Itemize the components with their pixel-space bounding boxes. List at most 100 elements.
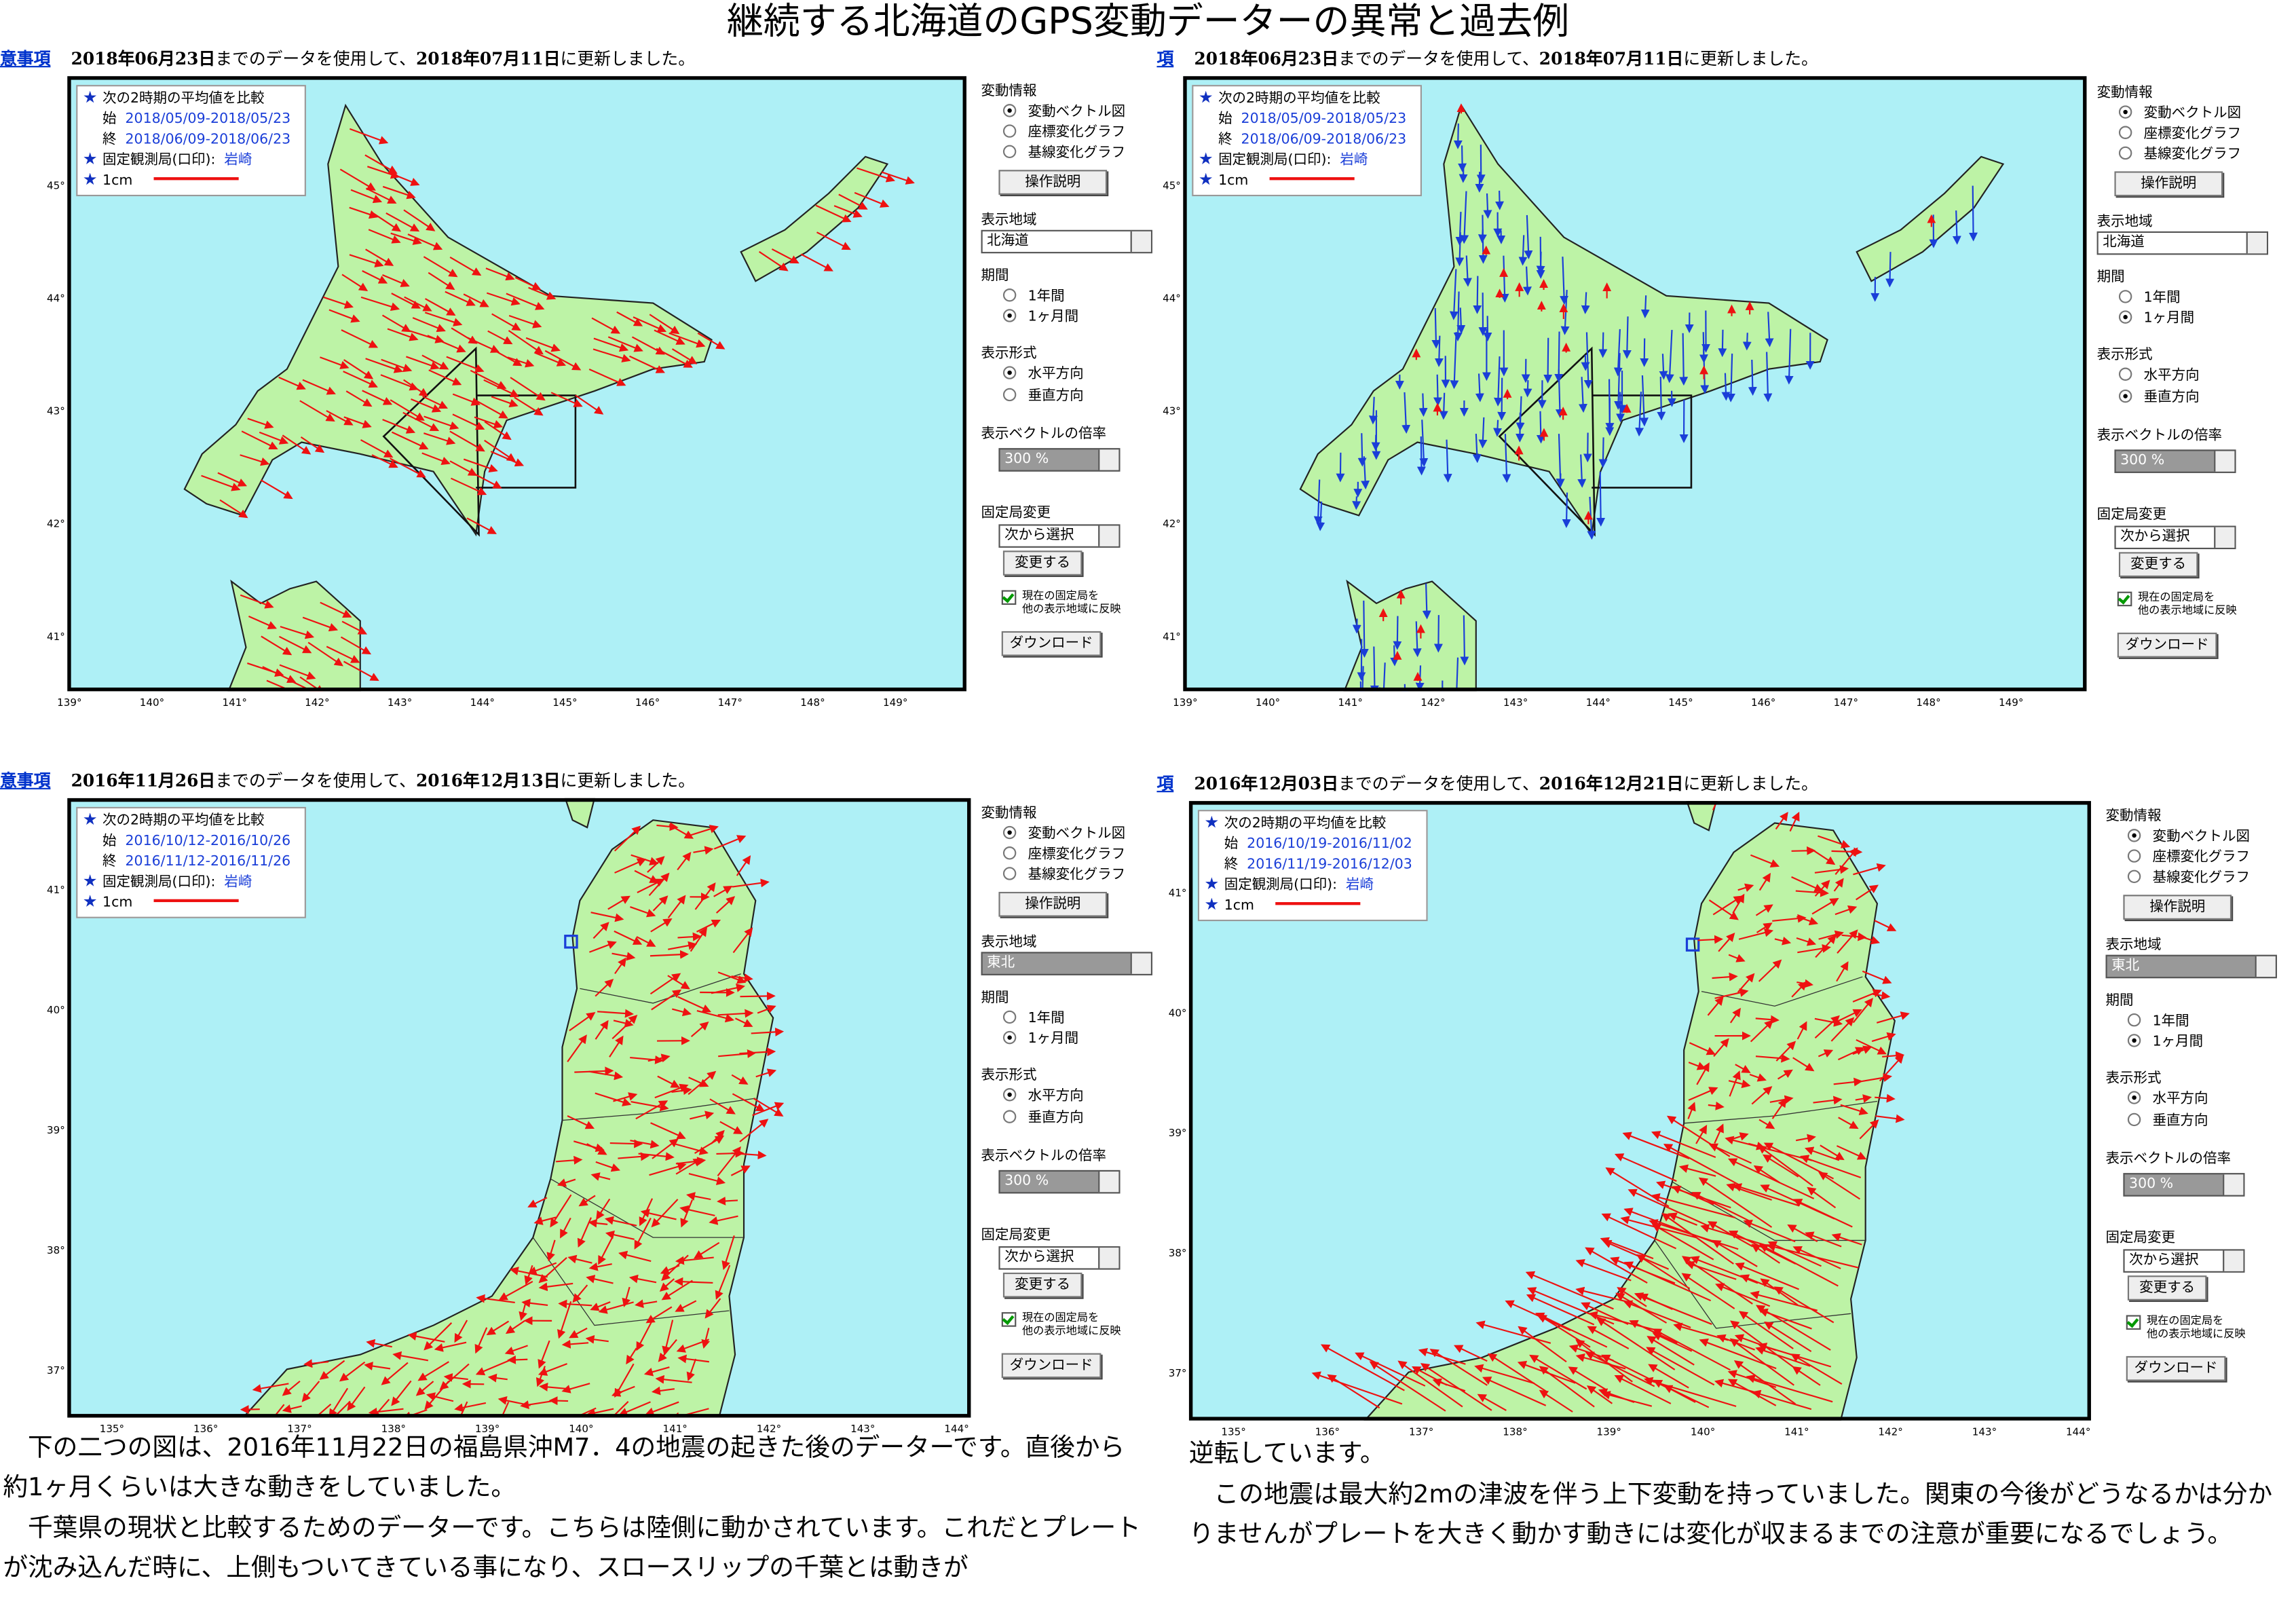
notice-link[interactable]: 意事項 bbox=[0, 770, 51, 791]
gps-vector bbox=[650, 1122, 686, 1140]
radio-option[interactable]: 垂直方向 bbox=[1002, 388, 1084, 406]
gps-vector bbox=[1614, 1153, 1677, 1182]
gps-vector bbox=[1758, 872, 1771, 891]
gps-vector bbox=[1422, 583, 1431, 620]
radio-option[interactable]: 垂直方向 bbox=[1002, 1110, 1084, 1127]
gps-vector bbox=[403, 379, 429, 397]
radio-option[interactable]: 座標変化グラフ bbox=[1002, 124, 1125, 142]
gps-vector bbox=[575, 394, 604, 415]
button[interactable]: 操作説明 bbox=[2123, 895, 2232, 920]
gps-vector bbox=[1419, 419, 1429, 468]
scale-bar bbox=[153, 899, 238, 903]
radio-option[interactable]: 変動ベクトル図 bbox=[1002, 825, 1125, 844]
gps-vector bbox=[598, 1237, 613, 1265]
gps-vector bbox=[675, 1256, 714, 1265]
star-icon bbox=[1205, 877, 1218, 890]
notice-link[interactable]: 項 bbox=[1156, 773, 1174, 794]
gps-vector bbox=[618, 1250, 652, 1263]
select-box[interactable]: 次から選択 bbox=[2114, 525, 2236, 550]
gps-vector bbox=[219, 499, 248, 519]
gps-vector bbox=[417, 1361, 449, 1381]
button[interactable]: 操作説明 bbox=[998, 891, 1108, 917]
button[interactable]: 変更する bbox=[2127, 1275, 2207, 1301]
lon-label: 144° bbox=[944, 1423, 969, 1436]
notice-link[interactable]: 意事項 bbox=[0, 48, 51, 69]
button[interactable]: ダウンロード bbox=[1001, 631, 1102, 656]
radio-option[interactable]: 座標変化グラフ bbox=[2118, 126, 2241, 144]
radio-option[interactable]: 水平方向 bbox=[1002, 366, 1084, 384]
select-box[interactable]: 次から選択 bbox=[998, 524, 1121, 548]
gps-vector bbox=[1750, 1290, 1818, 1311]
button[interactable]: 操作説明 bbox=[2114, 171, 2223, 197]
select-box[interactable]: 300 % bbox=[2114, 449, 2236, 473]
legend-text: 固定観測局(口印): bbox=[102, 152, 216, 169]
button[interactable]: 変更する bbox=[1002, 1272, 1083, 1298]
select-box[interactable]: 300 % bbox=[2123, 1173, 2245, 1197]
gps-vector bbox=[711, 984, 745, 994]
gps-vector bbox=[1601, 1391, 1653, 1407]
button[interactable]: ダウンロード bbox=[2126, 1355, 2226, 1381]
radio-option[interactable]: 水平方向 bbox=[2118, 367, 2200, 386]
checkbox[interactable] bbox=[2117, 591, 2132, 607]
radio-option[interactable]: 基線変化グラフ bbox=[2127, 870, 2250, 888]
select-box[interactable]: 300 % bbox=[998, 448, 1121, 472]
radio-option[interactable]: 1年間 bbox=[1002, 1010, 1065, 1028]
checkbox[interactable] bbox=[2126, 1315, 2141, 1330]
select-box[interactable]: 東北 bbox=[2105, 954, 2277, 979]
button[interactable]: ダウンロード bbox=[2117, 633, 2217, 658]
checkbox[interactable] bbox=[1001, 590, 1017, 605]
radio-option[interactable]: 水平方向 bbox=[2127, 1091, 2208, 1108]
control-label: 表示形式 bbox=[981, 345, 1037, 362]
select-box[interactable]: 北海道 bbox=[2096, 231, 2269, 255]
select-box[interactable]: 300 % bbox=[998, 1170, 1121, 1194]
radio-option[interactable]: 基線変化グラフ bbox=[1002, 867, 1125, 884]
radio-option[interactable]: 垂直方向 bbox=[2118, 389, 2200, 407]
select-box[interactable]: 次から選択 bbox=[998, 1246, 1121, 1270]
radio-option[interactable]: 変動ベクトル図 bbox=[2118, 105, 2241, 123]
radio-option[interactable]: 変動ベクトル図 bbox=[1002, 104, 1125, 121]
radio-option[interactable]: 1ヶ月間 bbox=[2127, 1034, 2203, 1051]
gps-vector bbox=[340, 636, 372, 655]
gps-vector bbox=[1691, 1192, 1750, 1222]
radio-option[interactable]: 1ヶ月間 bbox=[1002, 1030, 1078, 1049]
button[interactable]: 変更する bbox=[2118, 552, 2198, 578]
gps-vector bbox=[655, 1375, 692, 1384]
gps-vector bbox=[669, 332, 706, 348]
radio-option[interactable]: 基線変化グラフ bbox=[1002, 145, 1125, 163]
button[interactable]: ダウンロード bbox=[1001, 1353, 1102, 1379]
radio-option[interactable]: 1年間 bbox=[1002, 288, 1065, 306]
select-box[interactable]: 次から選択 bbox=[2123, 1249, 2245, 1273]
gps-vector bbox=[697, 332, 726, 350]
radio-option[interactable]: 1ヶ月間 bbox=[2118, 310, 2194, 328]
gps-vector bbox=[307, 641, 343, 667]
gps-vector bbox=[588, 1218, 608, 1228]
gps-vector bbox=[1820, 1144, 1845, 1161]
gps-vector bbox=[466, 517, 497, 534]
select-box[interactable]: 東北 bbox=[981, 952, 1152, 975]
radio-option[interactable]: 1年間 bbox=[2118, 290, 2181, 307]
radio-option[interactable]: 座標変化グラフ bbox=[2127, 849, 2250, 867]
radio-option[interactable]: 座標変化グラフ bbox=[1002, 846, 1125, 864]
checkmark bbox=[1002, 1312, 1015, 1326]
radio-option[interactable]: 水平方向 bbox=[1002, 1088, 1084, 1106]
radio-button bbox=[2127, 849, 2141, 863]
button[interactable]: 変更する bbox=[1002, 550, 1083, 576]
select-box[interactable]: 北海道 bbox=[981, 229, 1152, 254]
gps-vector bbox=[611, 952, 636, 961]
checkbox[interactable] bbox=[1001, 1312, 1017, 1327]
radio-option[interactable]: 1ヶ月間 bbox=[1002, 309, 1078, 326]
radio-option[interactable]: 変動ベクトル図 bbox=[2127, 829, 2250, 846]
notice-link[interactable]: 項 bbox=[1156, 48, 1174, 69]
gps-vector bbox=[349, 128, 389, 145]
radio-option[interactable]: 垂直方向 bbox=[2127, 1112, 2208, 1131]
gps-vector bbox=[1539, 1389, 1573, 1413]
radio-button bbox=[2127, 1091, 2141, 1104]
gps-vector bbox=[677, 851, 692, 871]
button[interactable]: 操作説明 bbox=[998, 170, 1108, 195]
gps-vector bbox=[696, 1010, 734, 1023]
radio-option[interactable]: 1年間 bbox=[2127, 1013, 2189, 1031]
radio-option[interactable]: 基線変化グラフ bbox=[2118, 146, 2241, 164]
gps-vector bbox=[1792, 1199, 1853, 1228]
gps-vector bbox=[278, 376, 306, 390]
gps-vector bbox=[424, 1381, 450, 1410]
